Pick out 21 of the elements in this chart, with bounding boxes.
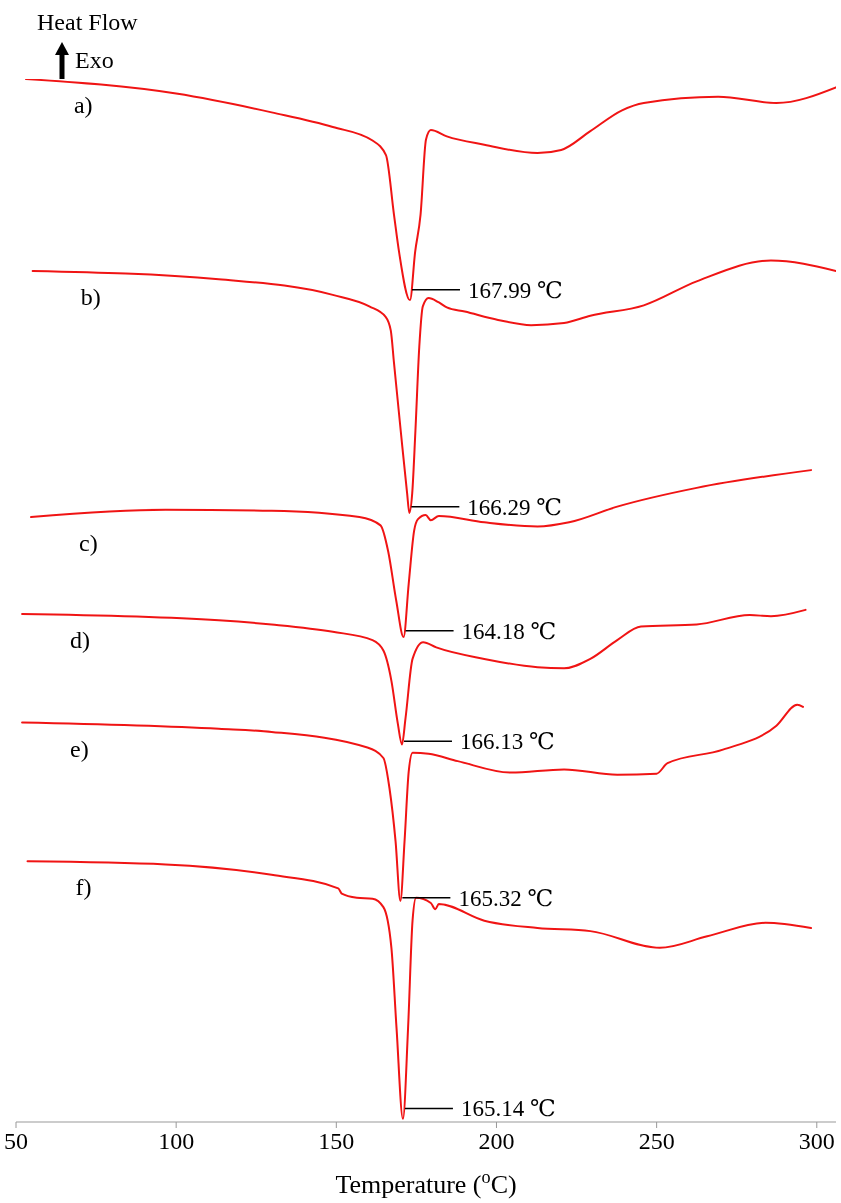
text: Exo [75,47,114,73]
annotation: 167.99 ℃ [467,277,563,303]
annotation: 166.13 ℃ [459,729,555,755]
x-tick-label: 50 [4,1128,28,1155]
x-tick-label: 250 [638,1128,675,1155]
y-axis-title: Heat Flow [37,9,138,35]
series-label: a) [73,92,93,118]
annotation: 164.18 ℃ [461,618,557,644]
annotation: 165.14 ℃ [460,1096,556,1122]
series-label: b) [80,283,101,310]
series-label: e) [70,735,89,762]
annotation: 166.29 ℃ [467,494,563,520]
series-label: f) [75,874,92,901]
annotation: 165.32 ℃ [458,885,554,911]
x-tick-label: 300 [798,1128,835,1155]
x-tick-label: 100 [158,1128,195,1155]
series-label: d) [70,627,91,654]
x-tick-label: 200 [478,1128,515,1155]
x-tick-label: 150 [318,1128,355,1155]
x-axis-title: Temperature ($^{o}$C) [335,1167,517,1199]
series-label: c) [79,530,98,557]
